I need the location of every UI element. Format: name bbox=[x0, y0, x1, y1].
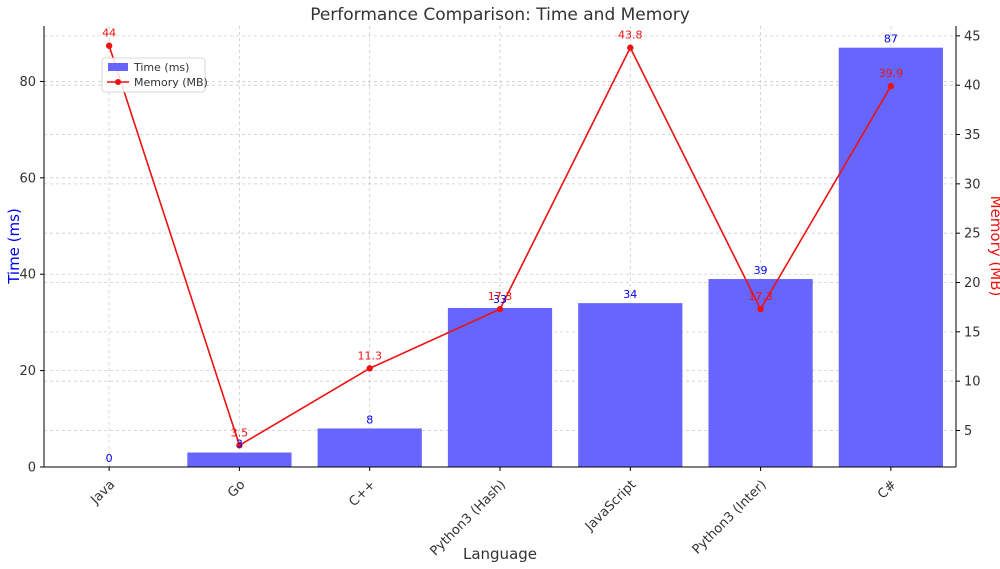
y-tick-label: 80 bbox=[19, 75, 36, 90]
data-labels: 0 3 8 33 34 39 87 44 3.5 11.3 17.3 43.8 17.3 39.9 bbox=[102, 27, 903, 465]
y2-tick-label: 45 bbox=[964, 29, 981, 44]
legend-label-time: Time (ms) bbox=[133, 61, 189, 74]
memory-point bbox=[236, 442, 243, 449]
memory-point bbox=[887, 82, 895, 90]
memory-point bbox=[757, 305, 764, 313]
bar-value-label: 3 bbox=[236, 438, 243, 451]
bar-value-label: 33 bbox=[493, 293, 507, 306]
bar-value-label: 87 bbox=[884, 33, 898, 46]
y2-tick-label: 20 bbox=[964, 276, 981, 291]
memory-point bbox=[496, 305, 504, 313]
memory-point bbox=[627, 44, 634, 51]
axes bbox=[40, 26, 960, 471]
x-tick-label: Python3 (Inter) bbox=[690, 477, 770, 557]
memory-value-label: 44 bbox=[102, 27, 116, 40]
bar-time bbox=[447, 307, 553, 467]
bars bbox=[187, 47, 943, 467]
legend-label-memory: Memory (MB) bbox=[134, 76, 208, 89]
y-tick-label: 40 bbox=[19, 268, 36, 283]
y2-tick-label: 5 bbox=[964, 424, 972, 439]
y2-tick-label: 40 bbox=[964, 79, 981, 94]
y2-axis-title: Memory (MB) bbox=[987, 196, 1000, 297]
bar-value-label: 39 bbox=[754, 264, 768, 277]
bar-value-label: 0 bbox=[106, 452, 113, 465]
legend-swatch-memory-marker bbox=[115, 79, 121, 85]
y2-tick-label: 10 bbox=[964, 375, 981, 390]
x-tick-label: C# bbox=[875, 477, 900, 502]
bar-time bbox=[838, 47, 943, 467]
memory-value-label: 11.3 bbox=[357, 349, 382, 362]
x-tick-label: JavaScript bbox=[582, 477, 639, 534]
y-axis-title: Time (ms) bbox=[5, 208, 23, 285]
memory-point bbox=[105, 42, 113, 49]
y-tick-label: 20 bbox=[19, 364, 36, 379]
memory-point bbox=[366, 365, 373, 372]
memory-value-label: 43.8 bbox=[618, 29, 643, 42]
x-tick-label: C++ bbox=[346, 477, 378, 509]
x-axis-title: Language bbox=[463, 545, 537, 563]
memory-value-label: 17.3 bbox=[748, 290, 773, 303]
memory-line-layer bbox=[105, 42, 895, 449]
chart-title: Performance Comparison: Time and Memory bbox=[310, 5, 690, 25]
bar-time bbox=[187, 452, 292, 467]
y-tick-label: 60 bbox=[19, 171, 36, 186]
x-tick-label: Java bbox=[87, 477, 118, 508]
y2-tick-label: 25 bbox=[964, 227, 981, 242]
legend: Time (ms) Memory (MB) bbox=[101, 57, 208, 93]
y2-tick-label: 30 bbox=[964, 177, 981, 192]
bar-time bbox=[317, 428, 422, 467]
memory-value-label: 17.3 bbox=[488, 290, 513, 303]
bar-time bbox=[578, 303, 683, 467]
memory-value-label: 3.5 bbox=[231, 426, 249, 439]
y2-tick-label: 35 bbox=[964, 128, 981, 143]
legend-swatch-time bbox=[108, 63, 128, 71]
y-tick-label: 0 bbox=[28, 461, 36, 476]
bar-value-label: 8 bbox=[366, 413, 373, 426]
y2-tick-label: 15 bbox=[964, 325, 981, 340]
bar-value-label: 34 bbox=[623, 288, 637, 301]
x-tick-label: Go bbox=[225, 477, 248, 500]
memory-value-label: 39.9 bbox=[879, 67, 904, 80]
